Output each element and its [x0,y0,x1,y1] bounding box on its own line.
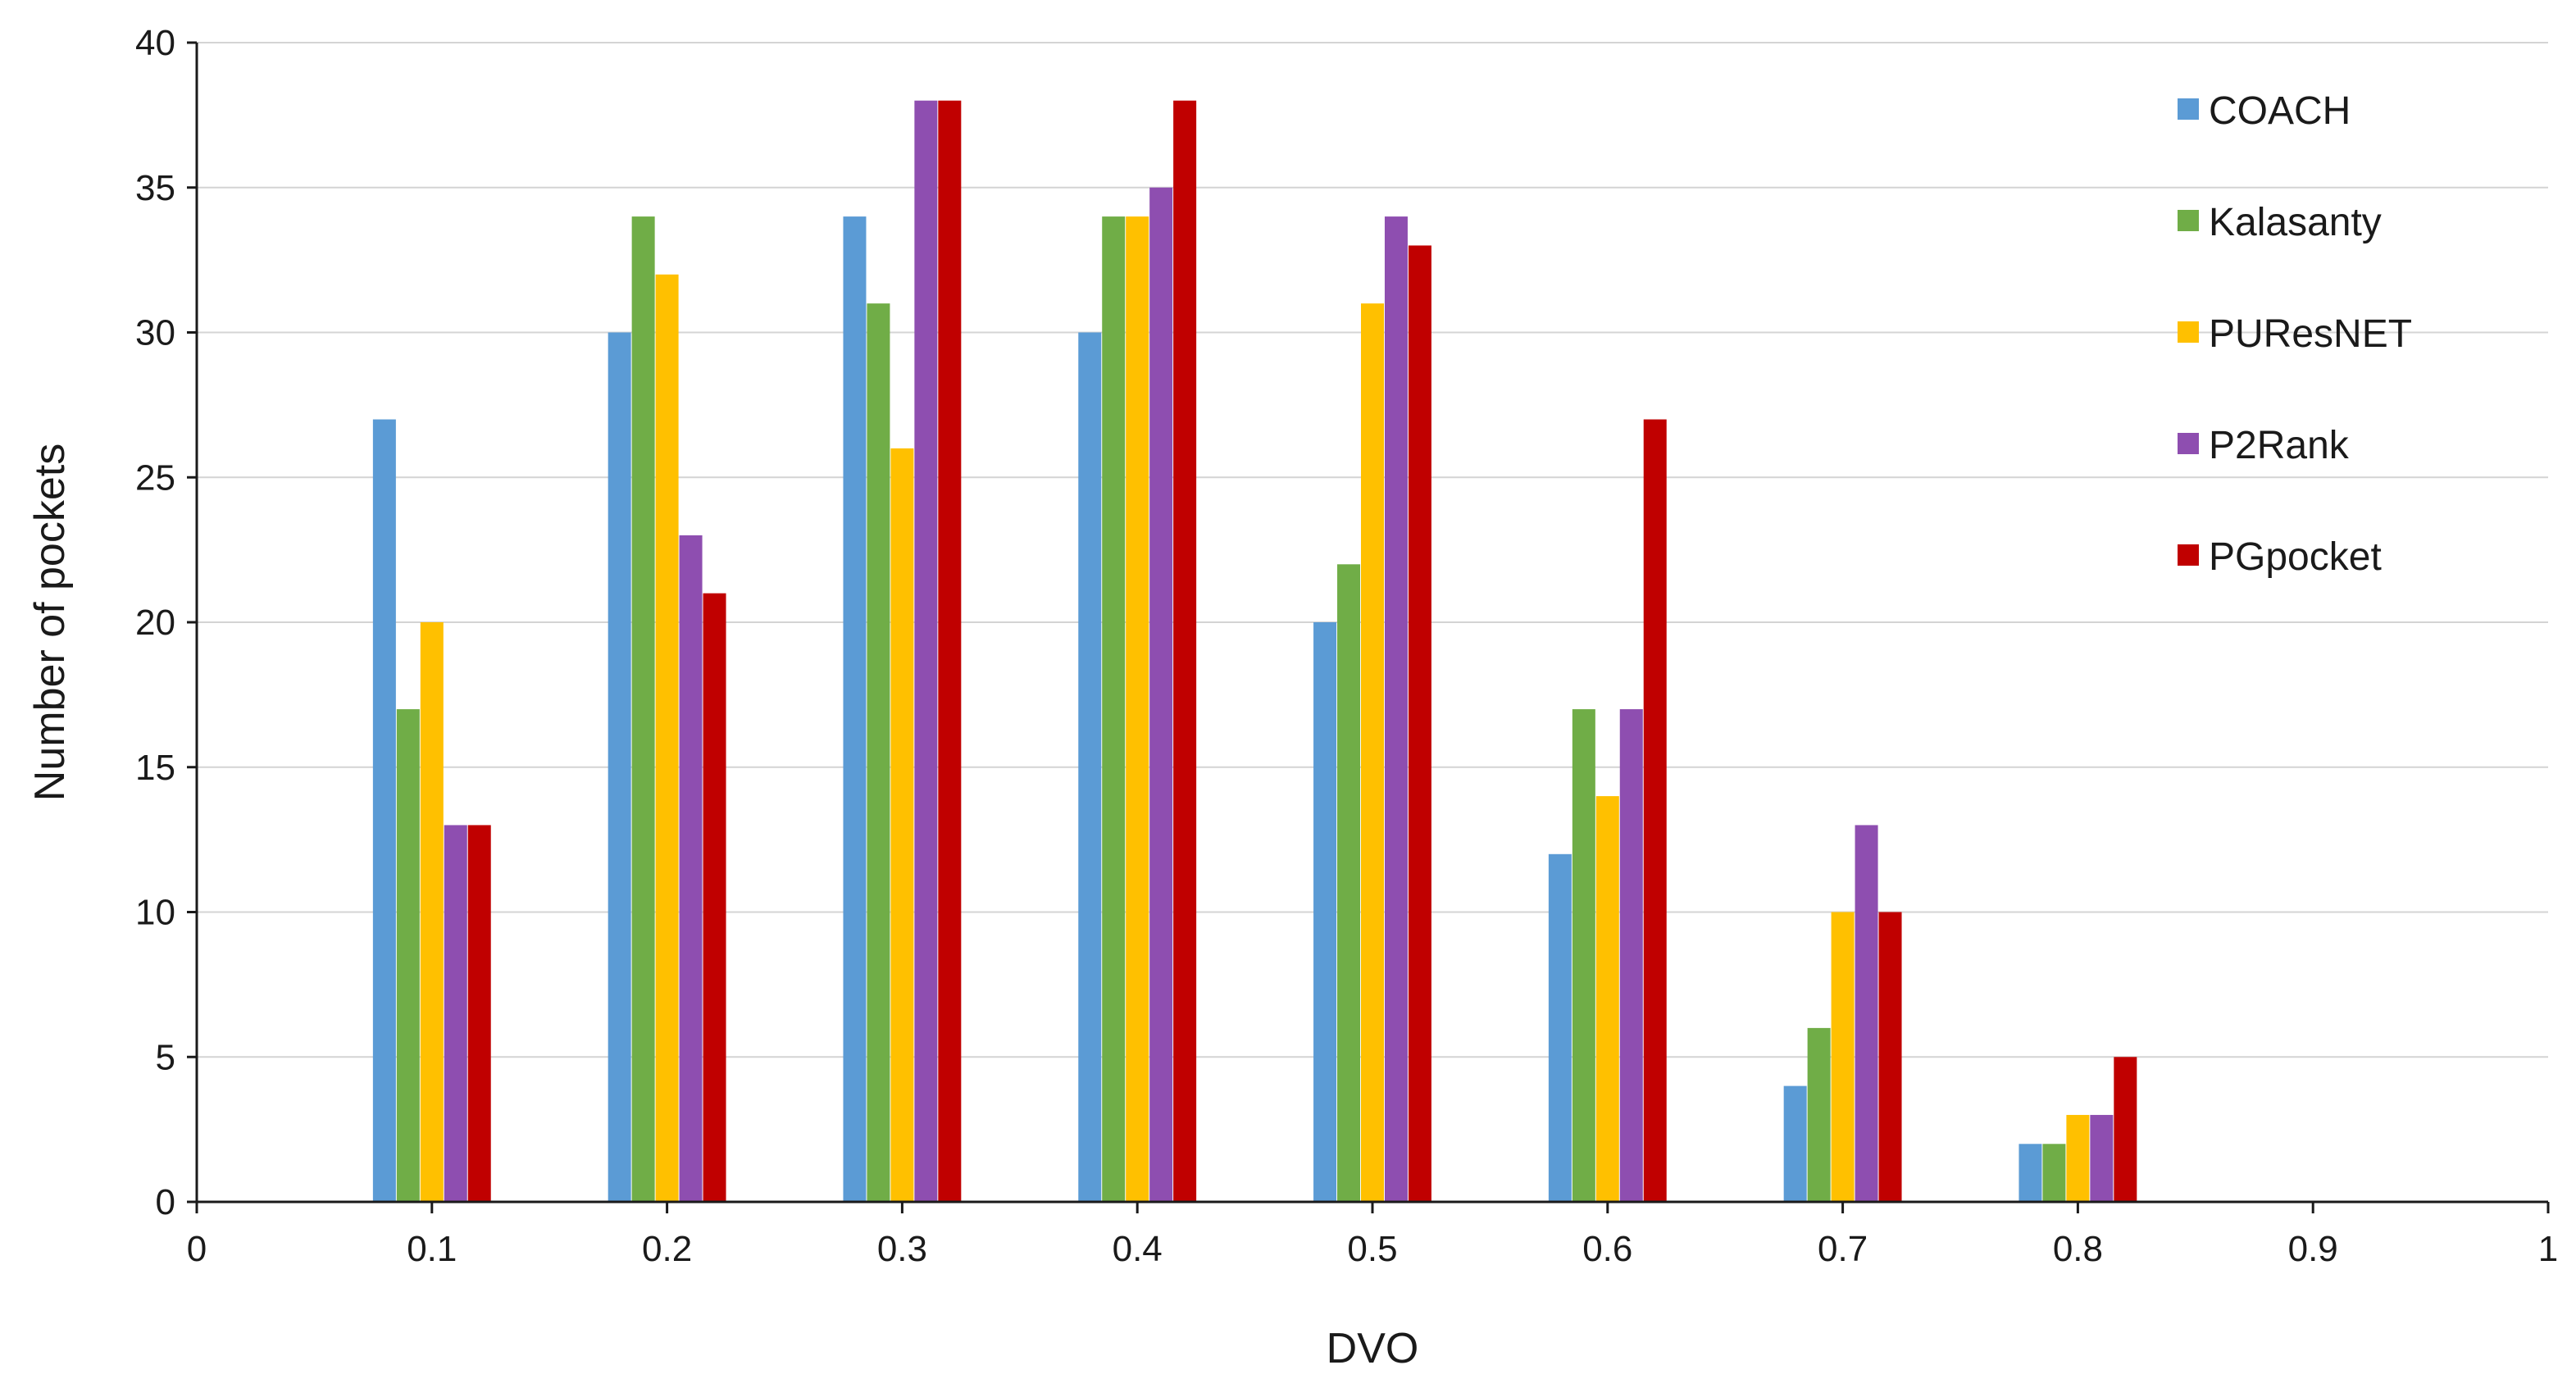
legend-swatch [2178,210,2199,231]
bar-p2rank-0.6 [1619,709,1643,1202]
y-tick-label: 15 [135,748,175,788]
bars [372,100,2137,1203]
bar-puresnet-0.6 [1595,796,1619,1202]
bar-puresnet-0.1 [420,622,444,1202]
y-tick-label: 20 [135,603,175,643]
x-tick-label: 0.3 [877,1229,927,1269]
legend-label: COACH [2209,89,2351,133]
bar-kalasanty-0.4 [1102,216,1126,1203]
y-tick-label: 0 [156,1182,175,1222]
bar-pgpocket-0.6 [1643,419,1667,1202]
legend-label: PGpocket [2209,535,2382,579]
bar-coach-0.1 [372,419,396,1202]
x-tick-labels: 0 0.1 0.2 0.3 0.4 0.5 0.6 0.7 0.8 0.9 1 [187,1202,2558,1269]
bar-p2rank-0.2 [679,535,703,1202]
bar-p2rank-0.1 [444,825,467,1202]
bar-puresnet-0.7 [1831,912,1855,1202]
y-tick-label: 10 [135,893,175,933]
y-tick-label: 30 [135,313,175,353]
bar-pgpocket-0.2 [703,593,726,1202]
x-tick-label: 0 [187,1229,207,1269]
y-axis-title: Number of pockets [26,444,74,801]
legend-label: P2Rank [2209,424,2350,467]
bar-coach-0.7 [1783,1085,1807,1202]
legend-swatch [2178,433,2199,454]
bar-pgpocket-0.5 [1408,245,1431,1203]
bar-puresnet-0.5 [1361,303,1384,1202]
x-tick-label: 0.7 [1818,1229,1868,1269]
x-tick-label: 0.1 [407,1229,457,1269]
legend-label: Kalasanty [2209,201,2382,244]
bar-coach-0.6 [1548,853,1572,1202]
bar-kalasanty-0.8 [2042,1144,2066,1202]
bar-kalasanty-0.1 [396,709,420,1202]
x-tick-label: 1 [2538,1229,2558,1269]
x-tick-label: 0.9 [2288,1229,2338,1269]
x-axis-title: DVO [1327,1325,1419,1372]
x-tick-label: 0.5 [1347,1229,1397,1269]
legend-label: PUResNET [2209,312,2412,356]
bar-coach-0.2 [608,332,631,1202]
legend-swatch [2178,321,2199,343]
bar-p2rank-0.3 [914,100,938,1203]
bar-p2rank-0.4 [1149,187,1173,1202]
bar-coach-0.3 [843,216,867,1203]
y-tick-label: 25 [135,457,175,498]
bar-coach-0.8 [2018,1144,2042,1202]
y-tick-label: 40 [135,23,175,63]
bar-puresnet-0.8 [2066,1114,2090,1202]
x-tick-label: 0.2 [642,1229,692,1269]
bar-pgpocket-0.1 [467,825,491,1202]
bar-puresnet-0.2 [655,274,679,1202]
bar-pgpocket-0.4 [1173,100,1197,1203]
y-tick-label: 35 [135,168,175,208]
bar-pgpocket-0.7 [1878,912,1902,1202]
x-tick-label: 0.6 [1582,1229,1632,1269]
bar-kalasanty-0.2 [631,216,655,1203]
bar-pgpocket-0.8 [2114,1057,2137,1202]
y-tick-labels: 0 5 10 15 20 25 30 35 40 [135,23,197,1222]
x-tick-label: 0.8 [2053,1229,2103,1269]
legend-swatch [2178,544,2199,566]
legend: COACH Kalasanty PUResNET P2Rank PGpocket [2178,89,2412,579]
bar-kalasanty-0.6 [1572,709,1595,1202]
bar-p2rank-0.8 [2090,1114,2114,1202]
bar-puresnet-0.4 [1126,216,1149,1203]
x-tick-label: 0.4 [1113,1229,1163,1269]
bar-puresnet-0.3 [890,448,914,1202]
bar-pgpocket-0.3 [938,100,962,1203]
bar-coach-0.4 [1078,332,1102,1202]
bar-kalasanty-0.7 [1807,1027,1831,1202]
bar-coach-0.5 [1313,622,1337,1202]
legend-swatch [2178,98,2199,120]
bar-kalasanty-0.5 [1337,564,1361,1202]
bar-p2rank-0.5 [1384,216,1408,1203]
bar-p2rank-0.7 [1855,825,1878,1202]
bar-kalasanty-0.3 [867,303,890,1202]
y-tick-label: 5 [156,1037,175,1077]
